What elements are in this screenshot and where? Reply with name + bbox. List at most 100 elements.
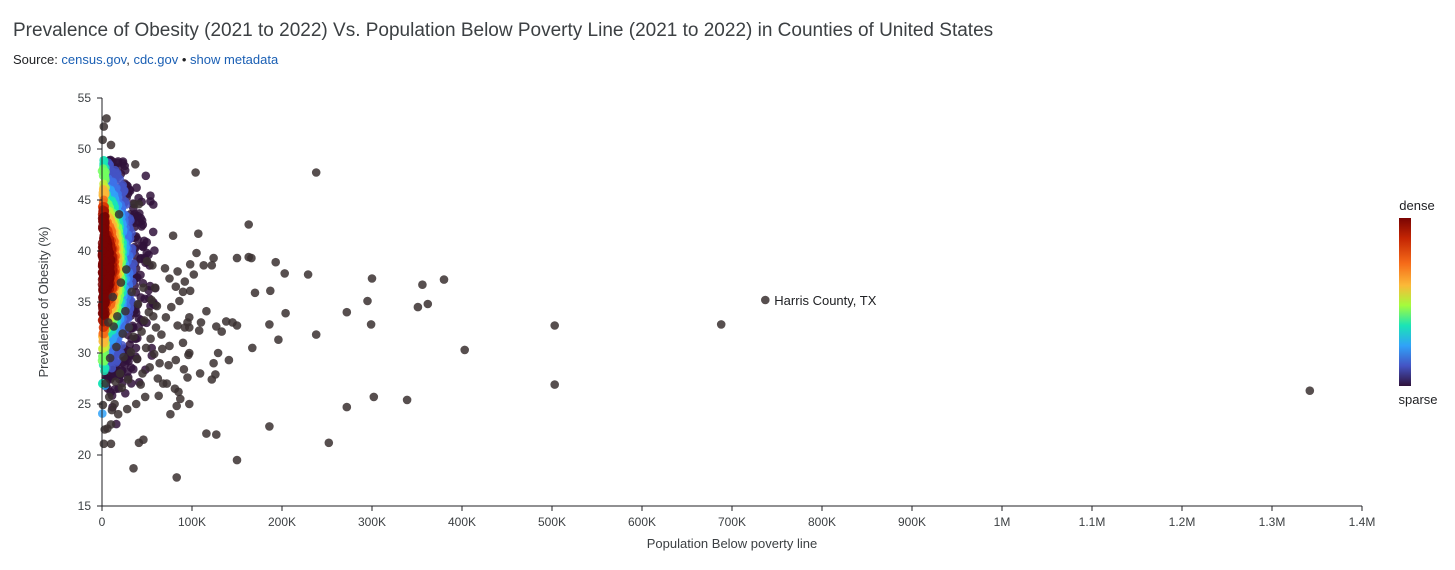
data-point[interactable]	[166, 409, 175, 419]
data-point[interactable]	[131, 160, 140, 169]
data-point[interactable]	[154, 391, 163, 401]
data-point[interactable]	[244, 220, 253, 229]
data-point[interactable]	[118, 329, 127, 338]
data-point[interactable]	[232, 455, 242, 465]
data-point[interactable]	[127, 287, 136, 297]
data-point[interactable]	[99, 439, 109, 449]
data-point[interactable]	[271, 257, 281, 267]
data-point[interactable]	[212, 430, 221, 439]
data-point[interactable]	[280, 269, 290, 278]
data-point[interactable]	[194, 229, 203, 238]
data-point[interactable]	[232, 253, 242, 263]
data-point[interactable]	[104, 392, 114, 402]
source-link-census[interactable]: census.gov	[61, 52, 127, 67]
data-point[interactable]	[102, 114, 111, 123]
data-point[interactable]	[126, 347, 136, 357]
data-point[interactable]	[175, 296, 184, 306]
data-point[interactable]	[171, 282, 181, 292]
data-point[interactable]	[209, 253, 218, 263]
data-point[interactable]	[141, 343, 151, 353]
data-point[interactable]	[99, 122, 109, 131]
data-point[interactable]	[369, 392, 379, 402]
data-point[interactable]	[248, 343, 257, 353]
data-point[interactable]	[119, 352, 128, 362]
data-point[interactable]	[116, 278, 126, 287]
data-point[interactable]	[117, 383, 127, 393]
data-point[interactable]	[157, 330, 166, 339]
data-point[interactable]	[207, 261, 217, 270]
data-point[interactable]	[324, 438, 334, 448]
data-point[interactable]	[114, 210, 124, 219]
data-point[interactable]	[195, 369, 205, 378]
show-metadata-link[interactable]: show metadata	[190, 52, 279, 67]
data-point[interactable]	[142, 256, 152, 266]
data-point[interactable]	[153, 374, 163, 383]
source-link-cdc[interactable]: cdc.gov	[133, 52, 179, 67]
data-point[interactable]	[180, 323, 190, 332]
data-point[interactable]	[185, 399, 194, 409]
data-point[interactable]	[460, 345, 470, 355]
data-point[interactable]	[185, 286, 195, 296]
data-point[interactable]	[194, 326, 204, 335]
data-point[interactable]	[265, 320, 274, 329]
data-point[interactable]	[207, 375, 217, 384]
data-point[interactable]	[150, 283, 160, 293]
data-point[interactable]	[124, 323, 134, 332]
data-point[interactable]	[145, 363, 154, 372]
data-point[interactable]	[342, 307, 352, 317]
data-point[interactable]	[367, 274, 377, 283]
data-point[interactable]	[244, 252, 253, 262]
data-point[interactable]	[98, 135, 107, 145]
data-point[interactable]	[121, 306, 130, 316]
data-point[interactable]	[165, 274, 174, 283]
data-point[interactable]	[191, 168, 200, 177]
data-point[interactable]	[100, 425, 109, 434]
data-point[interactable]	[172, 473, 181, 482]
data-point[interactable]	[137, 327, 146, 336]
data-point[interactable]	[196, 318, 206, 327]
data-point[interactable]	[413, 302, 423, 312]
data-point[interactable]	[129, 332, 138, 342]
data-point[interactable]	[160, 264, 170, 273]
data-point[interactable]	[105, 353, 115, 363]
data-point[interactable]	[113, 312, 122, 321]
data-point[interactable]	[402, 395, 412, 405]
data-point[interactable]	[161, 313, 171, 322]
data-point[interactable]	[172, 401, 181, 411]
data-point[interactable]	[139, 283, 148, 293]
data-point[interactable]	[185, 260, 195, 269]
data-point[interactable]	[250, 288, 260, 298]
data-point[interactable]	[106, 439, 116, 449]
data-point[interactable]	[115, 369, 125, 378]
data-point[interactable]	[224, 355, 234, 365]
data-point[interactable]	[303, 270, 313, 279]
data-point[interactable]	[108, 292, 118, 302]
data-point[interactable]	[212, 322, 221, 331]
data-point[interactable]	[104, 318, 113, 327]
data-point[interactable]	[140, 392, 150, 402]
data-point[interactable]	[550, 321, 559, 330]
data-point[interactable]	[132, 354, 142, 364]
data-point[interactable]	[281, 308, 290, 318]
data-point[interactable]	[311, 168, 321, 177]
data-point[interactable]	[152, 301, 162, 311]
data-point[interactable]	[101, 379, 110, 388]
data-point[interactable]	[151, 323, 161, 332]
data-point[interactable]	[112, 342, 121, 352]
data-point[interactable]	[165, 341, 174, 351]
data-point[interactable]	[146, 334, 155, 344]
data-point[interactable]	[171, 355, 181, 365]
data-point[interactable]	[176, 394, 185, 404]
data-point[interactable]	[189, 270, 199, 279]
data-point[interactable]	[311, 330, 321, 339]
data-point[interactable]	[178, 338, 188, 348]
data-point[interactable]	[550, 380, 559, 389]
data-point[interactable]	[221, 317, 231, 326]
data-point[interactable]	[111, 377, 120, 386]
data-point[interactable]	[144, 307, 154, 317]
data-point[interactable]	[107, 405, 117, 415]
data-point[interactable]	[183, 373, 192, 382]
data-point[interactable]	[418, 280, 427, 290]
data-point[interactable]	[266, 286, 275, 296]
data-point[interactable]	[173, 321, 182, 330]
